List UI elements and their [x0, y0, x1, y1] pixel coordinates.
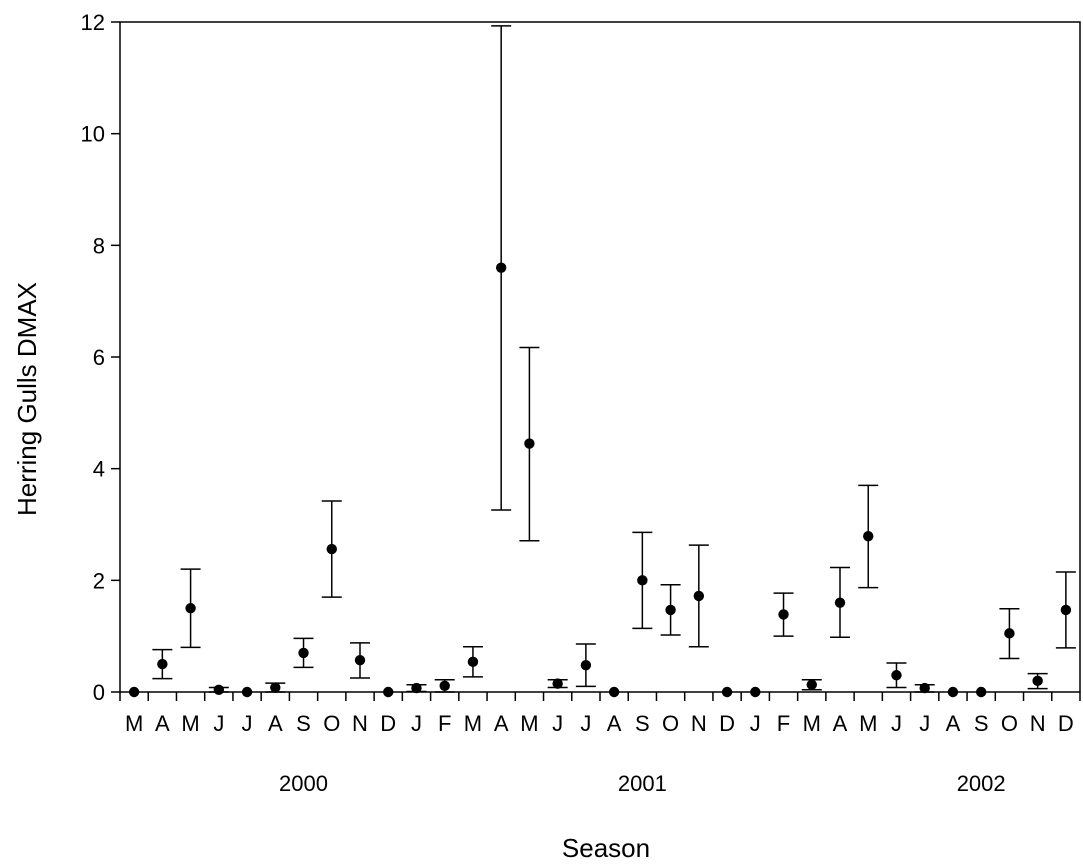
data-points [128, 262, 1072, 698]
x-tick-label: J [891, 711, 902, 736]
x-tick-label: J [919, 711, 930, 736]
data-point [834, 597, 846, 608]
y-tick-label: 0 [93, 680, 105, 705]
data-point [665, 604, 676, 616]
y-tick-label: 12 [81, 10, 105, 35]
x-tick-label: M [520, 711, 538, 736]
data-point [439, 680, 450, 692]
x-tick-label: M [803, 711, 821, 736]
year-labels: 2000 2001 2002 [279, 771, 1006, 796]
x-tick-label: N [691, 711, 707, 736]
x-tick-label: M [859, 711, 877, 736]
y-tick-label: 8 [93, 233, 105, 258]
x-tick-label: A [946, 711, 961, 736]
x-tick-label: A [155, 711, 170, 736]
x-tick-label: M [464, 711, 482, 736]
x-tick-label: J [750, 711, 761, 736]
data-point [213, 684, 225, 695]
x-tick-label: S [974, 711, 989, 736]
y-tick-label: 10 [81, 122, 105, 147]
data-point [128, 686, 140, 698]
x-tick-label: M [181, 711, 199, 736]
x-tick-label: S [635, 711, 650, 736]
x-tick-label: D [1058, 711, 1074, 736]
x-tick-label: N [1030, 711, 1046, 736]
data-point [1032, 675, 1043, 687]
data-point [778, 609, 789, 620]
x-tick-label: D [380, 711, 396, 736]
data-point [693, 590, 705, 602]
data-point [580, 660, 592, 671]
y-tick-label: 6 [93, 345, 105, 370]
data-point [467, 656, 479, 668]
x-tick-label: J [580, 711, 591, 736]
plot-frame [119, 21, 1081, 693]
data-point [241, 686, 253, 698]
x-tick-label: J [411, 711, 422, 736]
x-tick-label: J [552, 711, 563, 736]
x-tick-label: A [833, 711, 848, 736]
data-point [1004, 628, 1015, 639]
data-point [891, 670, 902, 681]
data-point [524, 438, 535, 449]
data-point [270, 682, 281, 693]
data-point [298, 647, 309, 659]
x-tick-label: A [494, 711, 509, 736]
y-tick-label: 2 [93, 568, 105, 593]
x-tick-label: M [125, 711, 143, 736]
y-axis: 0 2 4 6 8 10 12 [81, 10, 120, 705]
data-point [919, 682, 930, 694]
x-tick-label: J [213, 711, 224, 736]
data-point [721, 686, 733, 698]
x-tick-label: O [1001, 711, 1018, 736]
y-tick-label: 4 [93, 457, 105, 482]
data-point [806, 679, 817, 690]
data-point [552, 678, 563, 689]
data-point [947, 686, 959, 698]
year-label: 2000 [279, 771, 328, 796]
data-point [637, 575, 648, 586]
data-point [383, 686, 394, 698]
x-tick-label: A [268, 711, 283, 736]
x-tick-label: D [719, 711, 735, 736]
error-bars [152, 25, 1076, 693]
data-point [1060, 604, 1072, 616]
x-tick-label: F [438, 711, 451, 736]
x-tick-label: F [777, 711, 790, 736]
data-point [157, 658, 168, 670]
data-point [411, 682, 422, 694]
data-point [185, 603, 196, 614]
data-point [354, 654, 366, 666]
data-point [495, 262, 507, 273]
data-point [975, 686, 987, 698]
x-axis-label: Season [562, 833, 650, 863]
data-point [863, 531, 874, 542]
x-tick-label: S [296, 711, 311, 736]
x-tick-label: A [607, 711, 622, 736]
plot-area [119, 21, 1081, 693]
data-point [750, 686, 761, 698]
x-tick-label: J [242, 711, 253, 736]
year-label: 2002 [957, 771, 1006, 796]
x-tick-label: O [323, 711, 340, 736]
data-point [326, 543, 337, 555]
y-axis-label: Herring Gulls DMAX [12, 282, 42, 516]
year-label: 2001 [618, 771, 667, 796]
data-point [608, 686, 620, 698]
x-tick-label: O [662, 711, 679, 736]
x-tick-label: N [352, 711, 368, 736]
